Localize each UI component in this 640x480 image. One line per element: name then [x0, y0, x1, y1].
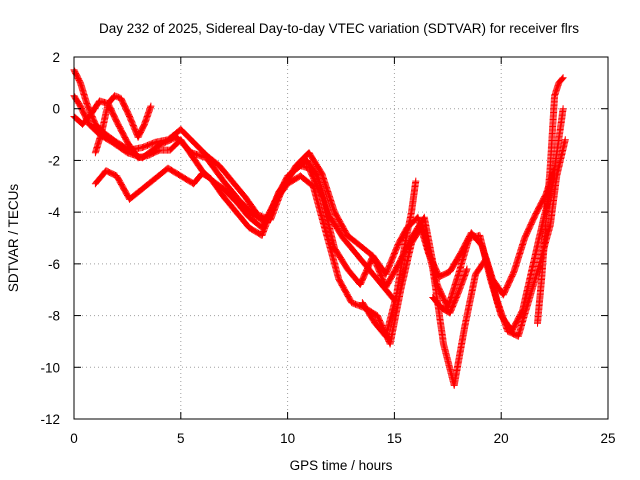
data-points-track-5 — [91, 92, 155, 157]
y-tick-label: 0 — [52, 102, 60, 117]
series-track-8 — [534, 74, 567, 327]
y-tick-label: -4 — [48, 205, 60, 220]
y-tick-label: -2 — [48, 153, 60, 168]
data-points-track-7 — [429, 265, 471, 317]
y-tick-label: -10 — [40, 360, 60, 375]
x-axis-label: GPS time / hours — [290, 458, 393, 473]
data-points-track-4 — [91, 136, 569, 389]
series-track-5 — [91, 92, 155, 157]
series-track-7 — [429, 265, 471, 317]
y-axis-label: SDTVAR / TECUs — [6, 184, 21, 293]
series-track-6 — [358, 177, 420, 340]
x-tick-label: 20 — [494, 431, 509, 446]
chart-title: Day 232 of 2025, Sidereal Day-to-day VTE… — [99, 21, 579, 36]
series-track-4 — [91, 136, 569, 389]
data-points-track-8 — [534, 74, 567, 327]
x-tick-label: 10 — [280, 431, 295, 446]
y-tick-label: -12 — [40, 412, 60, 427]
data-points — [70, 66, 569, 389]
x-tick-label: 15 — [387, 431, 402, 446]
x-tick-label: 5 — [177, 431, 185, 446]
axis-ticks: 0 5 10 15 20 25 -12 -10 -8 -6 -4 -2 0 2 — [40, 50, 615, 446]
x-tick-label: 0 — [70, 431, 78, 446]
y-tick-label: -8 — [48, 309, 60, 324]
y-tick-label: -6 — [48, 257, 60, 272]
x-tick-label: 25 — [600, 431, 615, 446]
data-points-track-6 — [358, 177, 420, 340]
plot-frame — [73, 56, 609, 420]
y-tick-label: 2 — [52, 50, 60, 65]
series-track-3 — [70, 97, 559, 335]
data-points-track-3 — [70, 97, 559, 335]
